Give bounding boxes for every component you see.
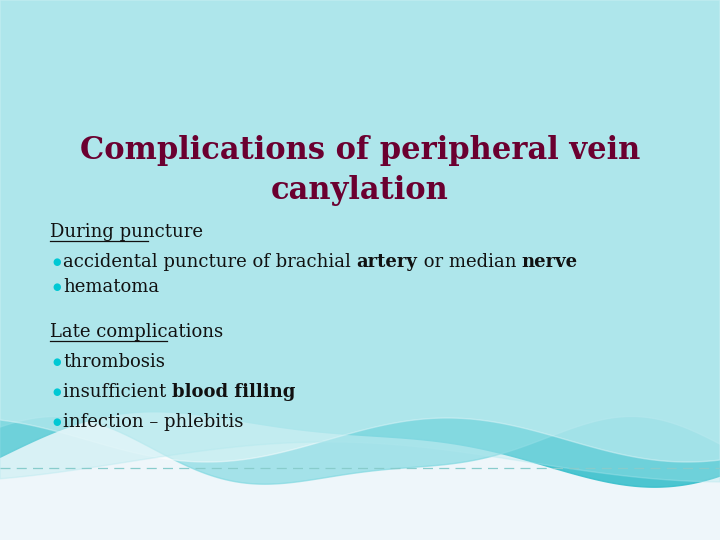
Text: During puncture: During puncture: [50, 223, 203, 241]
Text: or median: or median: [418, 253, 522, 271]
Text: artery: artery: [356, 253, 418, 271]
Text: accidental puncture of brachial: accidental puncture of brachial: [63, 253, 356, 271]
Text: ●: ●: [52, 257, 60, 267]
Text: thrombosis: thrombosis: [63, 353, 165, 371]
Text: blood filling: blood filling: [172, 383, 295, 401]
Text: infection – phlebitis: infection – phlebitis: [63, 413, 243, 431]
Text: ●: ●: [52, 282, 60, 292]
Text: Late complications: Late complications: [50, 323, 223, 341]
Text: ●: ●: [52, 387, 60, 397]
Text: canylation: canylation: [271, 174, 449, 206]
Text: nerve: nerve: [522, 253, 578, 271]
Text: ●: ●: [52, 417, 60, 427]
Text: insufficient: insufficient: [63, 383, 172, 401]
Text: Complications of peripheral vein: Complications of peripheral vein: [80, 134, 640, 165]
Text: hematoma: hematoma: [63, 278, 159, 296]
Text: ●: ●: [52, 357, 60, 367]
